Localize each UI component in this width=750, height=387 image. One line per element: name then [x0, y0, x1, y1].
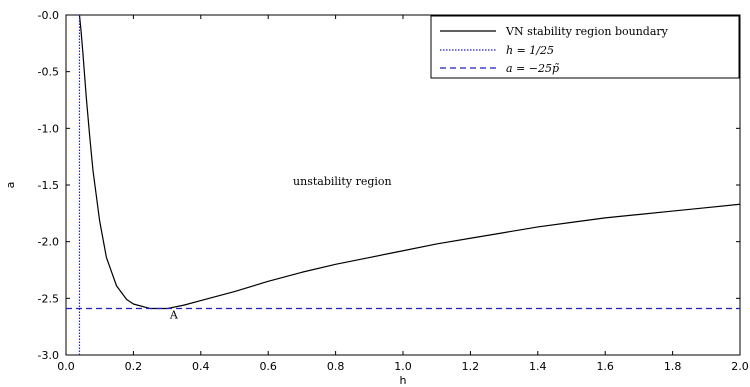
y-tick-label-2: -1.0	[38, 122, 59, 135]
series-boundary-line	[78, 14, 741, 310]
x-tick-label-9: 1.8	[664, 360, 682, 373]
y-tick-label-1: -0.5	[38, 66, 59, 79]
series-layer	[66, 14, 741, 355]
x-tick-label-6: 1.2	[462, 360, 480, 373]
legend-label-a: a = −25p̃	[506, 62, 559, 75]
legend-label-boundary: VN stability region boundary	[505, 25, 669, 38]
x-tick-label-5: 1.0	[394, 360, 412, 373]
x-tick-label-4: 0.8	[327, 360, 345, 373]
y-axis-ticks: -0.0 -0.5 -1.0 -1.5 -2.0 -2.5 -3.0	[38, 9, 740, 362]
x-tick-label-3: 0.6	[259, 360, 277, 373]
x-tick-label-7: 1.4	[529, 360, 547, 373]
legend-label-h: h = 1/25	[506, 44, 554, 57]
y-axis-title: a	[4, 182, 17, 189]
annotation-point-a: A	[169, 309, 179, 322]
y-tick-label-5: -2.5	[38, 292, 59, 305]
y-tick-label-6: -3.0	[38, 349, 59, 362]
x-axis-ticks: 0.0 0.2 0.4 0.6 0.8 1.0 1.2 1.4 1.6 1.8 2.0	[57, 15, 749, 373]
x-tick-label-8: 1.6	[596, 360, 614, 373]
y-tick-label-3: -1.5	[38, 179, 59, 192]
y-tick-label-0: -0.0	[38, 9, 59, 22]
annotation-unstability-region: unstability region	[293, 175, 392, 188]
x-tick-label-10: 2.0	[731, 360, 749, 373]
annotation-layer: unstability region A	[169, 175, 392, 322]
x-tick-label-1: 0.2	[125, 360, 143, 373]
x-tick-label-2: 0.4	[192, 360, 210, 373]
legend: VN stability region boundary h = 1/25 a …	[430, 15, 740, 79]
x-axis-title: h	[400, 374, 407, 387]
y-tick-label-4: -2.0	[38, 236, 59, 249]
x-tick-label-0: 0.0	[57, 360, 75, 373]
